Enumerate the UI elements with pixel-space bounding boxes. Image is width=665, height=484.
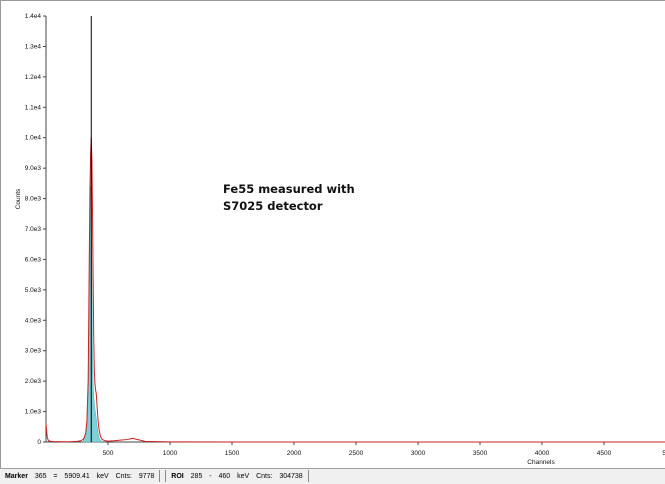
marker-unit: keV bbox=[96, 473, 109, 480]
roi-start: 285 bbox=[190, 473, 203, 480]
marker-equals: = bbox=[53, 473, 58, 480]
y-tick-label: 9.0e3 bbox=[25, 165, 42, 172]
y-tick-label: 6.0e3 bbox=[25, 256, 42, 263]
y-tick-label: 8.0e3 bbox=[25, 196, 42, 203]
marker-counts: 9778 bbox=[138, 473, 155, 480]
y-tick-label: 3.0e3 bbox=[25, 348, 42, 355]
y-tick-label: 1.3e4 bbox=[25, 43, 42, 50]
roi-dash: - bbox=[209, 473, 212, 480]
x-tick-label: 4000 bbox=[535, 450, 550, 457]
x-tick-label: 2500 bbox=[349, 450, 364, 457]
marker-energy: 5909.41 bbox=[64, 473, 90, 480]
marker-counts-label: Cnts: bbox=[115, 473, 132, 480]
chart-annotation: Fe55 measured with S7025 detector bbox=[223, 181, 355, 215]
y-axis-title: Counts bbox=[15, 188, 22, 209]
x-tick-label: 500 bbox=[103, 450, 114, 457]
marker-channel: 365 bbox=[34, 473, 47, 480]
roi-counts: 304738 bbox=[279, 473, 303, 480]
roi-counts-label: Cnts: bbox=[256, 473, 273, 480]
y-tick-label: 1.4e4 bbox=[25, 13, 42, 20]
y-tick-label: 4.0e3 bbox=[25, 317, 42, 324]
y-tick-label: 1.0e3 bbox=[25, 409, 42, 416]
x-tick-label: 2000 bbox=[287, 450, 302, 457]
marker-label: Marker bbox=[4, 473, 28, 480]
annotation-line-1: Fe55 measured with bbox=[223, 182, 355, 196]
annotation-line-2: S7025 detector bbox=[223, 199, 323, 213]
spectrum-chart-area[interactable]: 0 1.0e3 2.0e3 3.0e3 4.0e3 5.0e3 6.0e3 7.0e3 8.0e… bbox=[0, 0, 665, 468]
y-tick-label: 7.0e3 bbox=[25, 226, 42, 233]
y-tick-label: 2.0e3 bbox=[25, 378, 42, 385]
x-tick-label: 4500 bbox=[597, 450, 612, 457]
y-tick-label: 1.1e4 bbox=[25, 104, 42, 111]
roi-end: 460 bbox=[218, 473, 231, 480]
y-tick-label: 5.0e3 bbox=[25, 287, 42, 294]
x-tick-label: 1500 bbox=[225, 450, 240, 457]
y-tick-label: 0 bbox=[37, 439, 41, 446]
x-tick-label: 3500 bbox=[473, 450, 488, 457]
y-tick-label: 1.2e4 bbox=[25, 74, 42, 81]
roi-unit: keV bbox=[237, 473, 250, 480]
x-tick-label: 1000 bbox=[163, 450, 178, 457]
x-tick-label: 50 bbox=[662, 450, 665, 457]
status-separator bbox=[159, 470, 161, 482]
spectrum-trace bbox=[45, 137, 665, 443]
x-tick-label: 3000 bbox=[411, 450, 426, 457]
roi-label: ROI bbox=[171, 473, 184, 480]
y-tick-label: 1.0e4 bbox=[25, 135, 42, 142]
spectrum-plot[interactable]: 0 1.0e3 2.0e3 3.0e3 4.0e3 5.0e3 6.0e3 7.0e3 8.0e… bbox=[1, 1, 665, 469]
x-axis-title: Channels bbox=[527, 459, 555, 466]
status-bar: Marker 365 = 5909.41 keV Cnts: 9778 ROI … bbox=[0, 468, 665, 484]
status-separator bbox=[307, 470, 309, 482]
status-separator bbox=[165, 470, 167, 482]
